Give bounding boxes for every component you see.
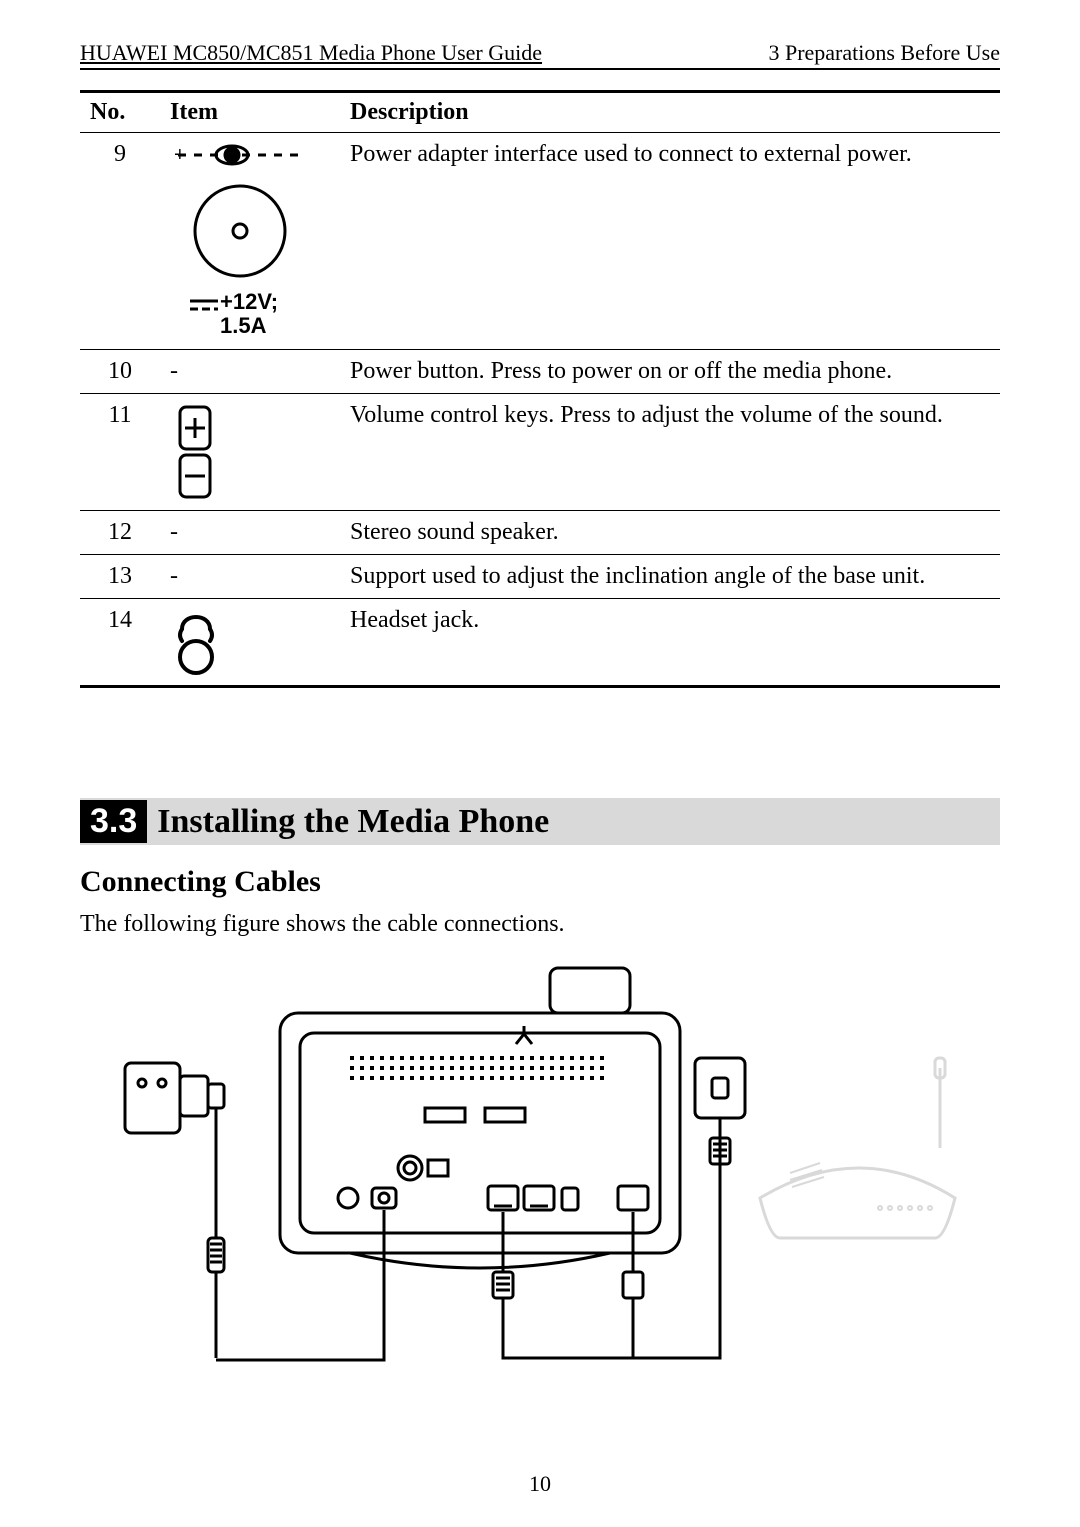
power-adapter-icon: + +12V; 1.5A	[170, 141, 310, 341]
header-left: HUAWEI MC850/MC851 Media Phone User Guid…	[80, 40, 542, 66]
cable-diagram-svg	[120, 948, 960, 1368]
cell-no: 12	[80, 511, 160, 555]
table-body: 9 +	[80, 133, 1000, 687]
table-row: 14 Headset jack.	[80, 599, 1000, 687]
cell-no: 9	[80, 133, 160, 350]
cell-desc: Stereo sound speaker.	[340, 511, 1000, 555]
cell-item: -	[160, 511, 340, 555]
table-row: 9 +	[80, 133, 1000, 350]
cell-no: 13	[80, 555, 160, 599]
page: HUAWEI MC850/MC851 Media Phone User Guid…	[0, 0, 1080, 1527]
section-number: 3.3	[80, 800, 147, 843]
subsection-text: The following figure shows the cable con…	[80, 911, 1000, 938]
page-number: 10	[0, 1471, 1080, 1497]
table-row: 12 - Stereo sound speaker.	[80, 511, 1000, 555]
cell-item: + +12V; 1.5A	[160, 133, 340, 350]
section-heading: 3.3 Installing the Media Phone	[80, 798, 1000, 845]
amps-label: 1.5A	[220, 313, 267, 338]
plus-label: +	[174, 144, 186, 166]
col-header-desc: Description	[340, 92, 1000, 133]
subsection-heading: Connecting Cables	[80, 865, 1000, 899]
col-header-no: No.	[80, 92, 160, 133]
cell-item	[160, 394, 340, 511]
page-header: HUAWEI MC850/MC851 Media Phone User Guid…	[80, 40, 1000, 70]
table-header-row: No. Item Description	[80, 92, 1000, 133]
cell-desc: Support used to adjust the inclination a…	[340, 555, 1000, 599]
item-description-table: No. Item Description 9 +	[80, 90, 1000, 688]
cell-desc: Headset jack.	[340, 599, 1000, 687]
voltage-label: +12V;	[220, 289, 278, 314]
cell-desc: Power adapter interface used to connect …	[340, 133, 1000, 350]
table-row: 11 Volume control keys. Press to adjust …	[80, 394, 1000, 511]
cell-desc: Volume control keys. Press to adjust the…	[340, 394, 1000, 511]
section-title: Installing the Media Phone	[157, 803, 549, 841]
volume-keys-icon	[170, 402, 220, 502]
cell-desc: Power button. Press to power on or off t…	[340, 350, 1000, 394]
cell-no: 14	[80, 599, 160, 687]
cell-no: 11	[80, 394, 160, 511]
cell-item	[160, 599, 340, 687]
cell-no: 10	[80, 350, 160, 394]
cell-item: -	[160, 350, 340, 394]
col-header-item: Item	[160, 92, 340, 133]
header-right: 3 Preparations Before Use	[768, 40, 1000, 66]
headset-jack-icon	[170, 607, 230, 677]
cell-item: -	[160, 555, 340, 599]
table-row: 10 - Power button. Press to power on or …	[80, 350, 1000, 394]
table-row: 13 - Support used to adjust the inclinat…	[80, 555, 1000, 599]
cable-connection-figure	[80, 948, 1000, 1368]
